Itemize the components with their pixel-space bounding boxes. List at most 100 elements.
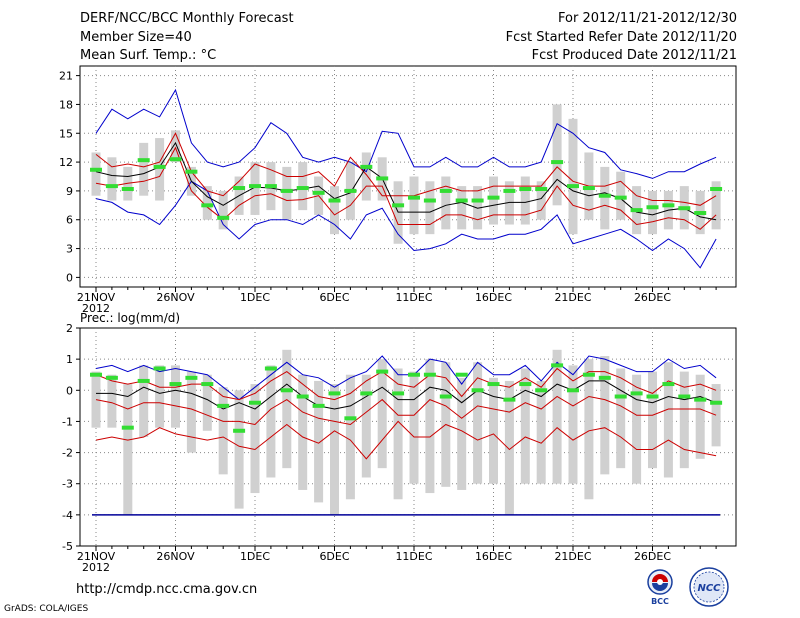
prec-spread-box — [425, 359, 435, 494]
prec-series-max — [95, 355, 717, 401]
temp-ens-mean-marker — [662, 203, 675, 208]
prec-ens-mean-marker — [408, 372, 420, 377]
prec-ens-mean-marker — [328, 391, 341, 396]
prec-spread-box — [648, 371, 657, 469]
temp-ens-mean-marker — [105, 184, 118, 189]
temp-ens-mean-marker — [360, 164, 373, 169]
temp-spread-box — [489, 176, 498, 225]
prec-spread-box — [155, 365, 165, 428]
temp-spread-box — [361, 152, 371, 201]
prec-spread-box — [679, 371, 689, 469]
temp-ens-mean-marker — [217, 215, 230, 220]
prec-ens-mean-marker — [217, 403, 230, 408]
temp-ens-mean-marker — [264, 184, 277, 189]
temp-ens-mean-marker — [328, 198, 341, 203]
temp-spread-box — [282, 166, 292, 220]
prec-ens-mean-marker — [201, 382, 214, 387]
temp-ens-mean-marker — [137, 158, 150, 163]
temp-ens-mean-marker — [201, 203, 214, 208]
prec-xtick-label: 6DEC — [319, 550, 349, 563]
prec-spread-box — [584, 359, 594, 500]
temp-spread-box — [552, 104, 562, 206]
temp-spread-box — [409, 176, 419, 235]
bcc-logo-icon: BCC — [647, 569, 673, 606]
prec-spread-box — [489, 377, 498, 484]
prec-xtick-label: 26DEC — [634, 550, 671, 563]
temp-xtick-label: 26DEC — [634, 291, 671, 304]
temp-ens-mean-marker — [90, 167, 102, 172]
temp-spread-box — [441, 176, 451, 230]
temp-ens-mean-marker — [344, 188, 357, 193]
temp-panel: 0 3 6 9 12 15 18 21 21NOV 26NOV 1DEC 6DEC 11DEC 16DEC… — [59, 65, 737, 315]
prec-ens-mean-marker — [121, 425, 134, 430]
temp-ens-mean-marker — [233, 186, 246, 191]
prec-spread-box — [361, 374, 371, 478]
prec-xtick-label: 21NOV — [77, 550, 116, 563]
prec-ytick-label: 0 — [66, 384, 73, 397]
temp-ens-mean-marker — [503, 188, 516, 193]
temp-spread-box — [600, 166, 610, 230]
temp-ens-mean-marker — [694, 211, 707, 216]
prec-ens-mean-marker — [567, 388, 579, 393]
prec-ytick-label: -5 — [62, 540, 73, 553]
temp-ens-mean-marker — [376, 176, 389, 181]
temp-spread-box — [568, 118, 578, 235]
prec-ens-mean-marker — [598, 375, 611, 380]
prec-spread-box — [202, 374, 212, 431]
temp-xtick-label: 21NOV — [77, 291, 116, 304]
prec-spread-box — [330, 384, 339, 515]
prec-spread-box — [536, 380, 546, 484]
prec-spread-box — [377, 359, 387, 469]
temp-spread-box — [171, 130, 180, 163]
prec-spread-box — [123, 384, 133, 515]
prec-ens-mean-marker — [90, 372, 102, 377]
prec-ens-mean-marker — [710, 400, 723, 405]
temp-xtick-label: 6DEC — [319, 291, 349, 304]
prec-spread-box — [345, 374, 355, 500]
prec-ens-mean-marker — [678, 394, 691, 399]
prec-ens-mean-marker — [233, 428, 246, 433]
prec-xtick-label: 11DEC — [395, 550, 432, 563]
temp-xtick-label: 1DEC — [240, 291, 270, 304]
prec-ytick-label: 2 — [66, 322, 73, 335]
prec-ens-mean-marker — [169, 382, 182, 387]
prec-spread-box — [473, 362, 483, 484]
prec-ens-mean-marker — [487, 382, 500, 387]
temp-series-max — [95, 88, 717, 179]
prec-spread-box — [139, 365, 149, 437]
prec-ens-mean-marker — [662, 382, 675, 387]
prec-spread-box — [600, 356, 610, 475]
temp-ens-mean-marker — [471, 198, 484, 203]
prec-spread-box — [568, 365, 578, 484]
temp-ens-mean-marker — [614, 195, 627, 200]
prec-ens-mean-marker — [249, 400, 261, 405]
temp-ens-mean-marker — [551, 160, 564, 165]
prec-ens-mean-marker — [264, 366, 277, 371]
bcc-logo-text: BCC — [651, 597, 669, 606]
bcc-logo: BCC — [638, 566, 682, 606]
temp-spread-box — [504, 181, 514, 225]
temp-spread-box — [330, 186, 339, 235]
temp-spread-box — [250, 162, 260, 215]
source-url: http://cmdp.ncc.cma.gov.cn — [76, 582, 258, 597]
ncc-logo-text: NCC — [697, 583, 721, 594]
temp-ens-mean-marker — [121, 186, 134, 191]
prec-spread-box — [314, 380, 324, 503]
prec-ytick-label: -3 — [62, 478, 73, 491]
prec-ens-mean-marker — [471, 388, 484, 393]
prec-series-lower — [95, 395, 717, 426]
temp-xtick-label: 26NOV — [156, 291, 195, 304]
temp-ens-mean-marker — [312, 190, 325, 195]
temp-ens-mean-marker — [535, 186, 548, 191]
prec-ens-mean-marker — [519, 382, 532, 387]
temp-series-median — [95, 141, 717, 221]
temp-spread-box — [425, 181, 435, 235]
prec-ens-mean-marker — [455, 372, 468, 377]
prec-ens-mean-marker — [185, 375, 198, 380]
prec-spread-box — [171, 365, 180, 428]
prec-spread-box — [266, 365, 276, 478]
grads-credit: GrADS: COLA/IGES — [4, 604, 89, 614]
prec-spread-box — [250, 384, 260, 494]
temp-ytick-label: 21 — [59, 70, 73, 83]
